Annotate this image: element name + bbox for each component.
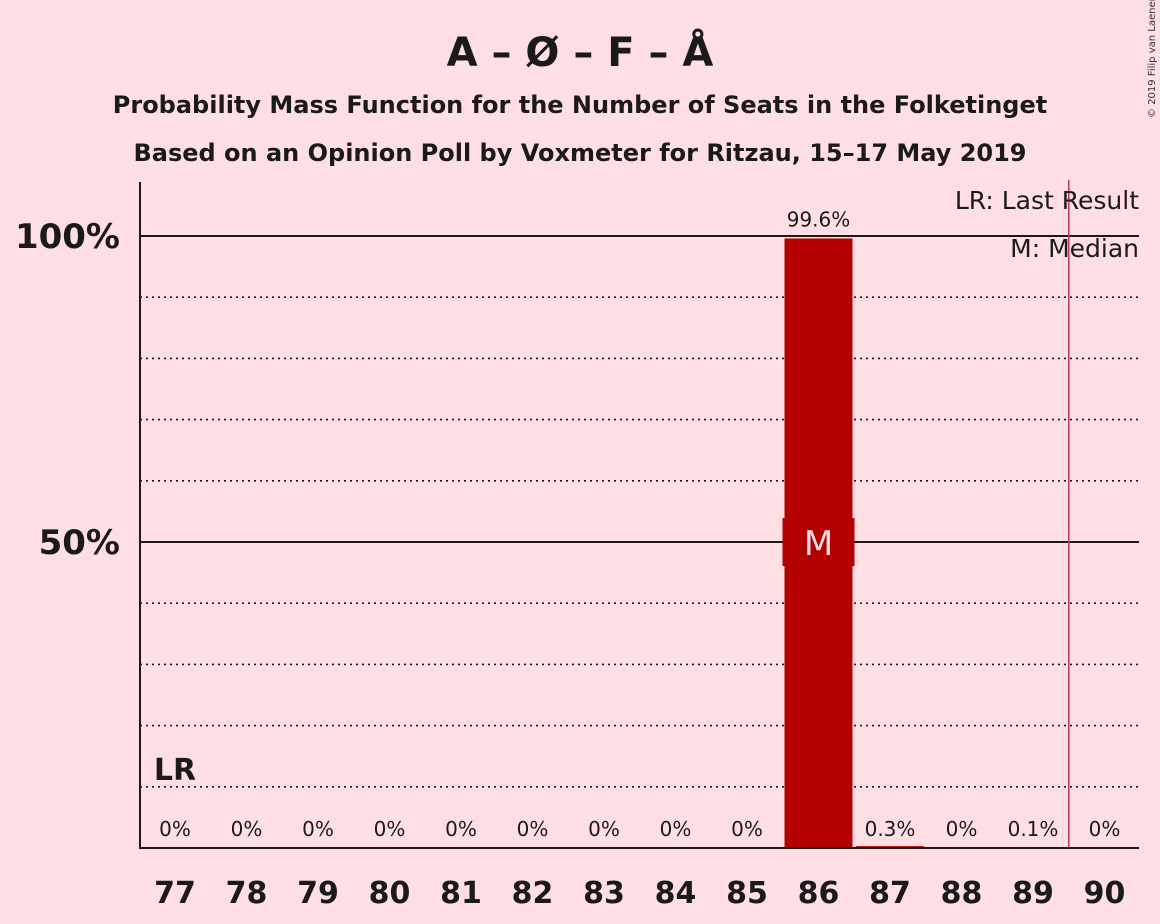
data-label-80: 0% [374, 817, 406, 841]
data-label-77: 0% [159, 817, 191, 841]
x-tick-label: 82 [512, 876, 554, 911]
data-label-84: 0% [660, 817, 692, 841]
x-tick-label: 88 [941, 876, 983, 911]
data-label-79: 0% [302, 817, 334, 841]
chart-subtitle: Probability Mass Function for the Number… [113, 91, 1047, 119]
x-tick-label: 78 [226, 876, 268, 911]
x-tick-label: 85 [726, 876, 768, 911]
data-labels: 0% 0% 0% 0% 0% 0% 0% 0% 0% 99.6% 0.3% 0% 0.1% 0% M LR [154, 207, 1120, 841]
x-tick-label: 87 [869, 876, 911, 911]
axes: 50% 100% 77 78 79 80 81 82 83 84 85 86 87 88 89 90 [15, 182, 1139, 911]
copyright-notice: © 2019 Filip van Laenen [1147, 0, 1158, 118]
data-label-78: 0% [231, 817, 263, 841]
data-label-90: 0% [1089, 817, 1121, 841]
data-label-87: 0.3% [865, 817, 916, 841]
data-label-81: 0% [445, 817, 477, 841]
data-label-82: 0% [517, 817, 549, 841]
data-label-88: 0% [946, 817, 978, 841]
y-tick-label: 100% [15, 217, 120, 257]
chart-subtitle-source: Based on an Opinion Poll by Voxmeter for… [133, 139, 1026, 167]
x-tick-label: 90 [1084, 876, 1126, 911]
grid [140, 235, 1139, 788]
y-tick-label: 50% [39, 523, 120, 563]
x-tick-label: 89 [1012, 876, 1054, 911]
x-tick-label: 81 [440, 876, 482, 911]
x-tick-label: 79 [297, 876, 339, 911]
chart-title: A – Ø – F – Å [447, 27, 714, 76]
x-tick-label: 86 [798, 876, 840, 911]
data-label-89: 0.1% [1008, 817, 1059, 841]
data-label-83: 0% [588, 817, 620, 841]
data-label-86: 99.6% [787, 207, 851, 231]
median-marker-background [782, 518, 855, 566]
x-tick-label: 84 [655, 876, 697, 911]
median-marker: M [804, 524, 833, 564]
x-tick-label: 83 [583, 876, 625, 911]
legend-last-result: LR: Last Result [955, 186, 1139, 215]
x-tick-label: 80 [369, 876, 411, 911]
legend-median: M: Median [1010, 234, 1139, 263]
last-result-marker: LR [154, 753, 196, 788]
data-label-85: 0% [731, 817, 763, 841]
x-tick-label: 77 [154, 876, 196, 911]
bars [784, 180, 1070, 848]
